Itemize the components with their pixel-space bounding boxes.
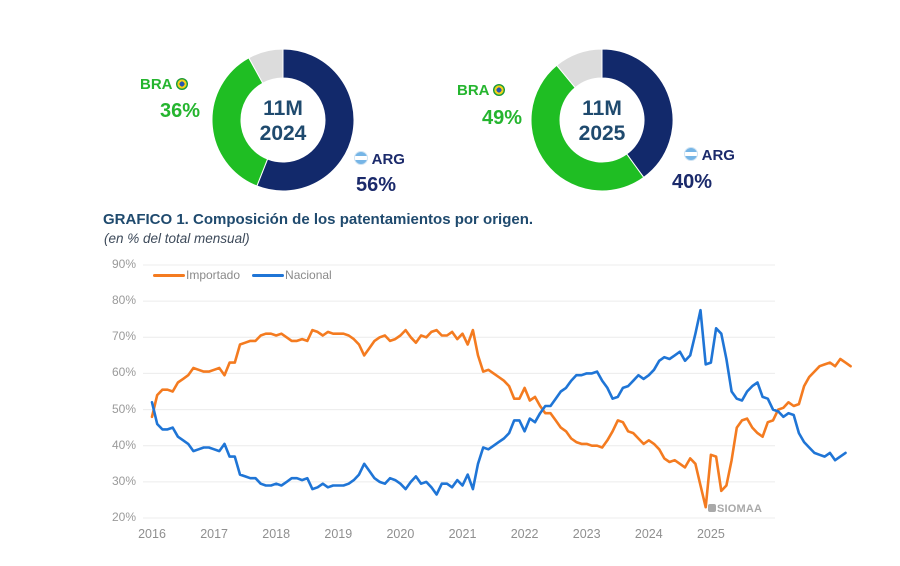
watermark-text: SIOMAA: [717, 503, 763, 515]
legend-label-nacional: Nacional: [285, 268, 332, 282]
donut-2024-period: 11M: [263, 97, 303, 120]
y-tick-label: 80%: [111, 293, 136, 308]
donut-2025-arg-legend: ARG: [684, 147, 735, 164]
donut-2024-year: 2024: [259, 122, 307, 145]
y-tick-label: 20%: [111, 510, 136, 524]
donut-2024-arg-legend: ARG: [354, 151, 405, 168]
x-tick-label: 2018: [262, 527, 291, 541]
x-tick-label: 2019: [324, 527, 353, 541]
x-tick-label: 2022: [510, 527, 539, 541]
chart-legend: Importado Nacional: [153, 268, 332, 282]
donut-2024-segment-bra: [211, 57, 269, 187]
donut-2025-arg-pct: 40%: [672, 171, 713, 193]
y-tick-label: 70%: [111, 329, 136, 344]
brazil-flag-icon: [493, 84, 506, 96]
legend-swatch-nacional: [252, 273, 285, 277]
donut-2024-bra-label: BRA: [140, 76, 172, 93]
legend-item-nacional: Nacional: [252, 268, 332, 282]
donut-2024-center-label: 11M 2024: [243, 96, 323, 146]
donut-2025-bra-legend: BRA: [457, 82, 506, 99]
donut-2024-bra-legend: BRA: [140, 76, 189, 93]
donut-2024-arg-label: ARG: [371, 151, 405, 168]
donut-chart-2024: [211, 48, 674, 192]
y-tick-label: 30%: [111, 473, 136, 488]
donut-2025-year: 2025: [578, 122, 626, 145]
donut-2025-arg-label: ARG: [701, 147, 735, 164]
donut-2025-center-label: 11M 2025: [562, 96, 642, 146]
chart-title: GRAFICO 1. Composición de los patentamie…: [103, 211, 534, 228]
donut-2025-bra-pct: 49%: [482, 107, 523, 129]
legend-item-importado: Importado: [153, 268, 240, 282]
y-tick-label: 90%: [111, 257, 136, 271]
donut-2025-segment-arg: [601, 48, 674, 179]
siomaa-logo-icon: [708, 504, 716, 512]
donut-2024-segment-arg: [256, 48, 355, 192]
donut-2025-segment-otros: [556, 48, 603, 89]
legend-swatch-importado: [153, 273, 185, 277]
series-line-importado: [150, 328, 852, 509]
x-tick-label: 2025: [696, 527, 725, 541]
chart-subtitle: (en % del total mensual): [104, 231, 250, 246]
x-tick-label: 2020: [386, 527, 415, 541]
donut-2025-bra-label: BRA: [457, 82, 489, 99]
x-tick-label: 2021: [448, 527, 477, 541]
donut-2024-segment-otros: [248, 48, 284, 84]
siomaa-watermark: SIOMAA: [708, 503, 762, 515]
x-tick-label: 2024: [634, 527, 663, 541]
donut-2024-bra-pct: 36%: [160, 100, 201, 122]
legend-label-importado: Importado: [186, 268, 241, 282]
y-tick-label: 60%: [111, 365, 136, 380]
y-tick-label: 50%: [111, 401, 136, 416]
argentina-flag-icon: [684, 147, 698, 161]
donut-2025-period: 11M: [582, 97, 622, 120]
y-tick-label: 40%: [111, 437, 136, 452]
argentina-flag-icon: [354, 151, 368, 165]
x-tick-label: 2023: [572, 527, 601, 541]
brazil-flag-icon: [176, 78, 189, 90]
donut-2024-arg-pct: 56%: [356, 174, 397, 196]
x-tick-label: 2017: [200, 527, 228, 541]
donut-2025-segment-bra: [530, 64, 645, 192]
x-tick-label: 2016: [138, 527, 166, 541]
series-line-nacional: [150, 308, 847, 496]
line-chart: [143, 264, 852, 519]
